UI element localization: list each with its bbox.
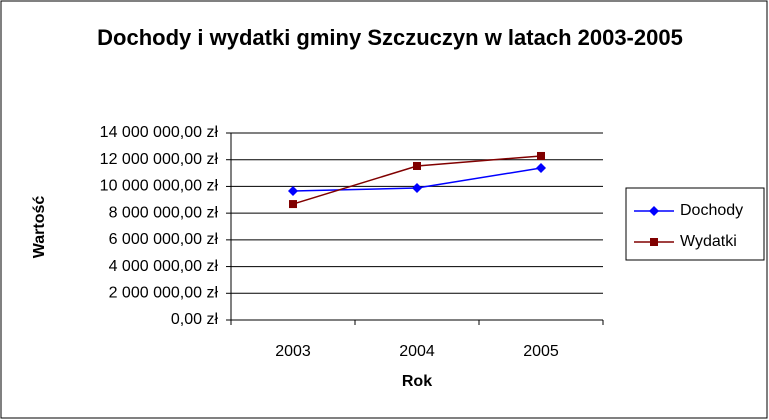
y-tick-label: 2 000 000,00 zł (109, 285, 219, 302)
y-tick-label: 12 000 000,00 zł (100, 151, 219, 168)
y-tick-label: 0,00 zł (171, 311, 219, 328)
x-tick-label: 2003 (275, 343, 311, 360)
y-tick-label: 8 000 000,00 zł (109, 204, 219, 221)
x-axis-label: Rok (402, 373, 432, 390)
x-tick-label: 2004 (399, 343, 435, 360)
legend-box (625, 187, 765, 261)
x-tick-label: 2005 (523, 343, 559, 360)
chart-title: Dochody i wydatki gminy Szczuczyn w lata… (97, 25, 683, 50)
legend-swatch-marker (650, 238, 658, 246)
point (536, 162, 546, 173)
legend-label: Wydatki (680, 233, 737, 250)
legend-swatch-marker (649, 206, 659, 216)
point (289, 200, 297, 209)
point (537, 151, 545, 160)
point (413, 161, 421, 170)
legend-label: Dochody (680, 202, 743, 219)
y-tick-label: 6 000 000,00 zł (109, 231, 219, 248)
point (288, 185, 298, 196)
y-tick-label: 14 000 000,00 zł (100, 124, 219, 141)
y-tick-label: 4 000 000,00 zł (109, 258, 219, 275)
point (412, 183, 422, 194)
y-tick-label: 10 000 000,00 zł (100, 178, 219, 195)
y-axis-label: Wartość (31, 196, 48, 259)
